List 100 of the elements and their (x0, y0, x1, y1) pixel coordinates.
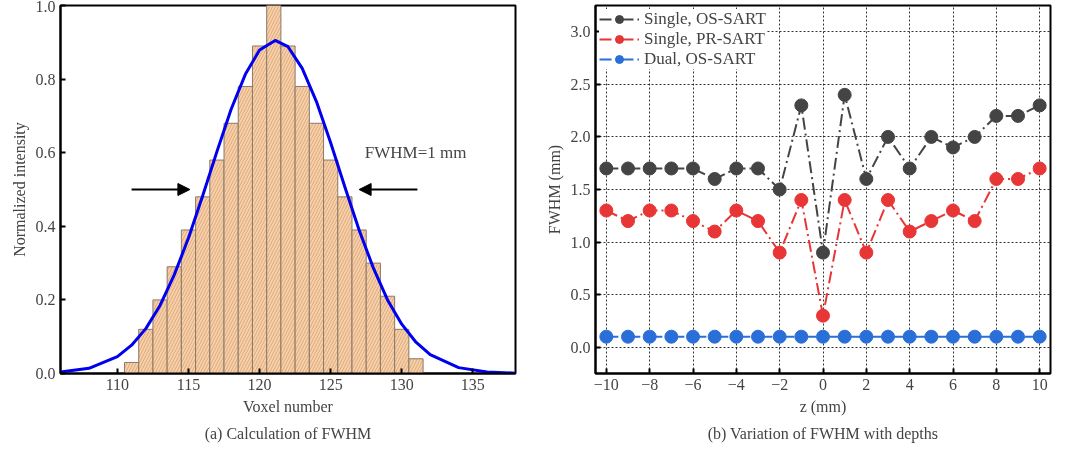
y-tick-label: 2.0 (570, 128, 591, 146)
point (707, 329, 722, 344)
point (794, 98, 809, 113)
point (902, 161, 917, 176)
point (989, 172, 1004, 186)
y-tick-label: 0.0 (570, 338, 591, 356)
point (816, 308, 830, 323)
y-tick-label: 0.5 (570, 286, 591, 304)
x-tick-label: 10 (1031, 375, 1048, 393)
point (751, 329, 765, 344)
point (772, 329, 787, 344)
point (751, 214, 765, 229)
legend-label: Dual, OS-SART (644, 49, 756, 69)
y-tick-label: 1.5 (570, 181, 591, 198)
x-axis-title: Voxel number (243, 397, 334, 415)
x-tick-label: 8 (992, 375, 1001, 393)
point (967, 129, 982, 144)
x-axis-title: z (mm) (799, 397, 847, 416)
point (729, 161, 744, 176)
text: (b) Variation of FWHM with depths (707, 424, 939, 443)
point (729, 329, 744, 344)
x-tick-label: 4 (905, 375, 914, 393)
point (1032, 161, 1047, 176)
x-tick-label: −10 (593, 375, 619, 393)
x-tick-label: −6 (684, 375, 702, 393)
point (1011, 329, 1025, 344)
point (967, 329, 982, 344)
point (772, 245, 787, 260)
y-tick-label: 0.4 (35, 217, 56, 235)
point (599, 203, 614, 218)
y-axis-title: Normalized intensity (10, 122, 29, 257)
y-tick-label: 2.5 (570, 75, 591, 93)
point (664, 329, 679, 344)
point (924, 329, 939, 344)
point (751, 161, 765, 176)
annotation: FWHM=1 mm (364, 143, 467, 163)
x-tick-label: 115 (176, 375, 201, 393)
point (621, 161, 635, 176)
point (837, 87, 852, 102)
point (642, 203, 657, 218)
point (859, 329, 874, 344)
point (599, 161, 614, 176)
y-tick-label: 0.6 (35, 144, 56, 162)
y-tick-label: 0.0 (35, 365, 56, 382)
point (686, 214, 700, 229)
point (1032, 98, 1047, 113)
point (686, 161, 700, 176)
x-tick-label: −8 (641, 375, 659, 393)
point (1011, 108, 1025, 123)
point (837, 193, 852, 207)
x-tick-label: 0 (819, 375, 827, 393)
point (707, 172, 722, 186)
x-tick-label: 2 (862, 375, 871, 393)
point (642, 161, 657, 176)
x-tick-label: −4 (727, 375, 745, 393)
point (664, 203, 679, 218)
point (902, 224, 917, 239)
x-tick-label: −2 (771, 375, 789, 393)
y-tick-label: 1.0 (570, 233, 591, 251)
point (946, 329, 960, 344)
point (794, 329, 809, 344)
point (859, 245, 874, 260)
x-tick-label: 125 (318, 375, 343, 393)
point (881, 129, 895, 144)
point (816, 329, 830, 344)
point (816, 245, 830, 260)
x-tick-label: 135 (460, 375, 485, 393)
x-tick-label: 6 (949, 375, 957, 393)
point (642, 329, 657, 344)
y-tick-label: 1.0 (35, 0, 56, 15)
point (794, 193, 809, 207)
point (881, 193, 895, 207)
y-tick-label: 0.2 (35, 291, 56, 309)
point (859, 172, 874, 186)
point (989, 329, 1004, 344)
point (686, 329, 700, 344)
point (621, 329, 635, 344)
y-tick-label: 3.0 (570, 23, 591, 41)
y-axis-title: FWHM (mm) (545, 144, 564, 235)
point (729, 203, 744, 218)
legend-label: Single, PR-SART (644, 29, 765, 49)
point (924, 214, 939, 229)
point (707, 224, 722, 239)
point (599, 329, 614, 344)
point (664, 161, 679, 176)
x-tick-label: 110 (105, 375, 130, 393)
x-tick-label: 120 (247, 375, 272, 393)
legend-label: Single, OS-SART (644, 9, 766, 29)
x-tick-label: 130 (389, 375, 414, 393)
point (946, 203, 960, 218)
text: (a) Calculation of FWHM (204, 424, 372, 443)
point (989, 108, 1004, 123)
point (837, 329, 852, 344)
point (967, 214, 982, 229)
point (772, 182, 787, 197)
point (1032, 329, 1047, 344)
point (924, 129, 939, 144)
point (902, 329, 917, 344)
y-tick-label: 0.8 (35, 70, 56, 88)
point (881, 329, 895, 344)
